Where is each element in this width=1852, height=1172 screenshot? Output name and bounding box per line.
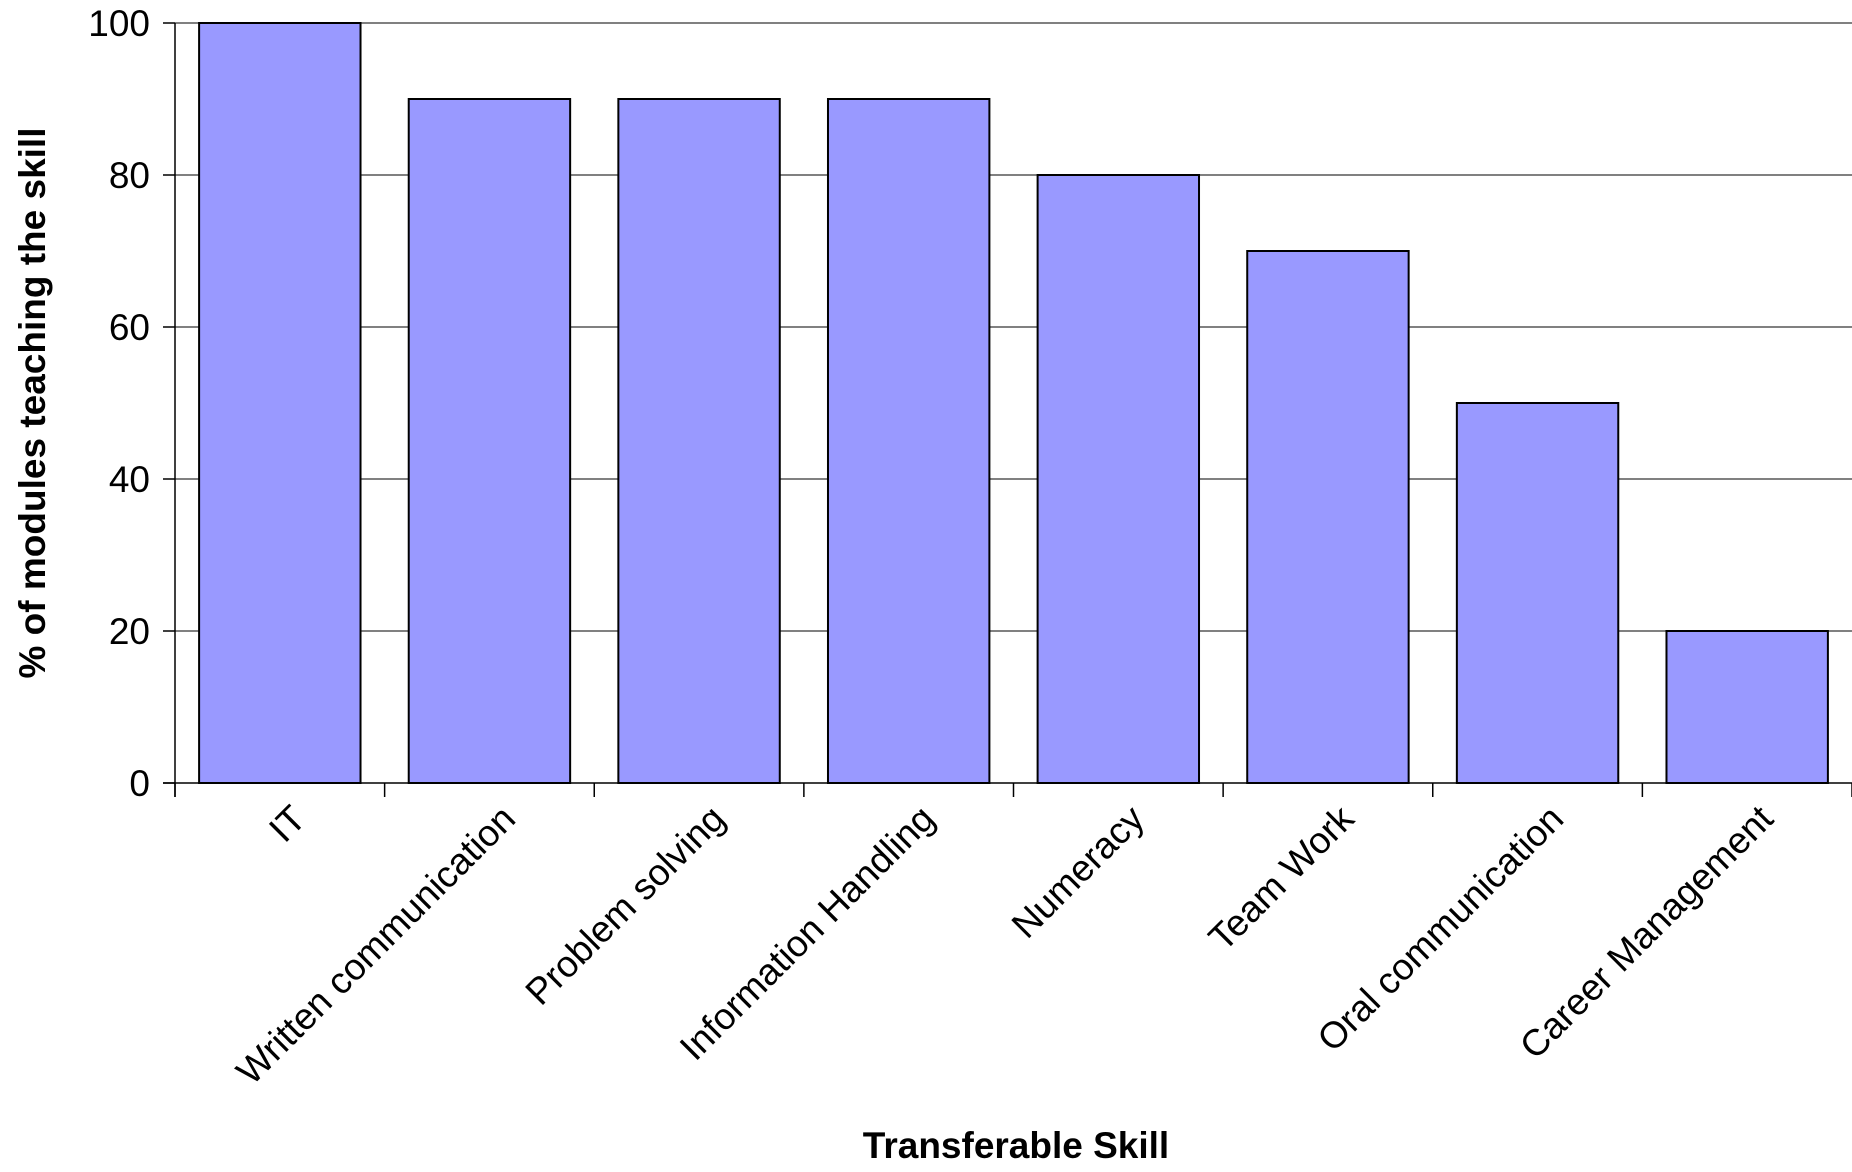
bar — [198, 22, 362, 784]
y-tick-label: 0 — [129, 763, 150, 804]
bar — [826, 98, 991, 784]
y-axis-title: % of modules teaching the skill — [12, 128, 53, 679]
y-tick-label: 80 — [109, 155, 150, 196]
bar — [1036, 174, 1201, 784]
y-tick-label: 40 — [109, 459, 150, 500]
bar — [1455, 402, 1620, 784]
bar — [617, 98, 781, 784]
x-category-label: Team Work — [1201, 797, 1362, 958]
x-axis-title: Transferable Skill — [863, 1125, 1169, 1166]
bar — [407, 98, 572, 784]
x-category-label: Written communication — [228, 798, 523, 1093]
bars — [198, 22, 1829, 784]
x-category-label: IT — [261, 798, 313, 850]
axes — [163, 22, 1852, 797]
x-category-label: Problem solving — [518, 798, 733, 1013]
x-category-label: Numeracy — [1004, 797, 1153, 946]
y-tick-label: 60 — [109, 307, 150, 348]
y-tick-label: 20 — [109, 611, 150, 652]
bar — [1246, 250, 1410, 784]
bar — [1665, 630, 1829, 784]
y-tick-label: 100 — [88, 3, 150, 44]
